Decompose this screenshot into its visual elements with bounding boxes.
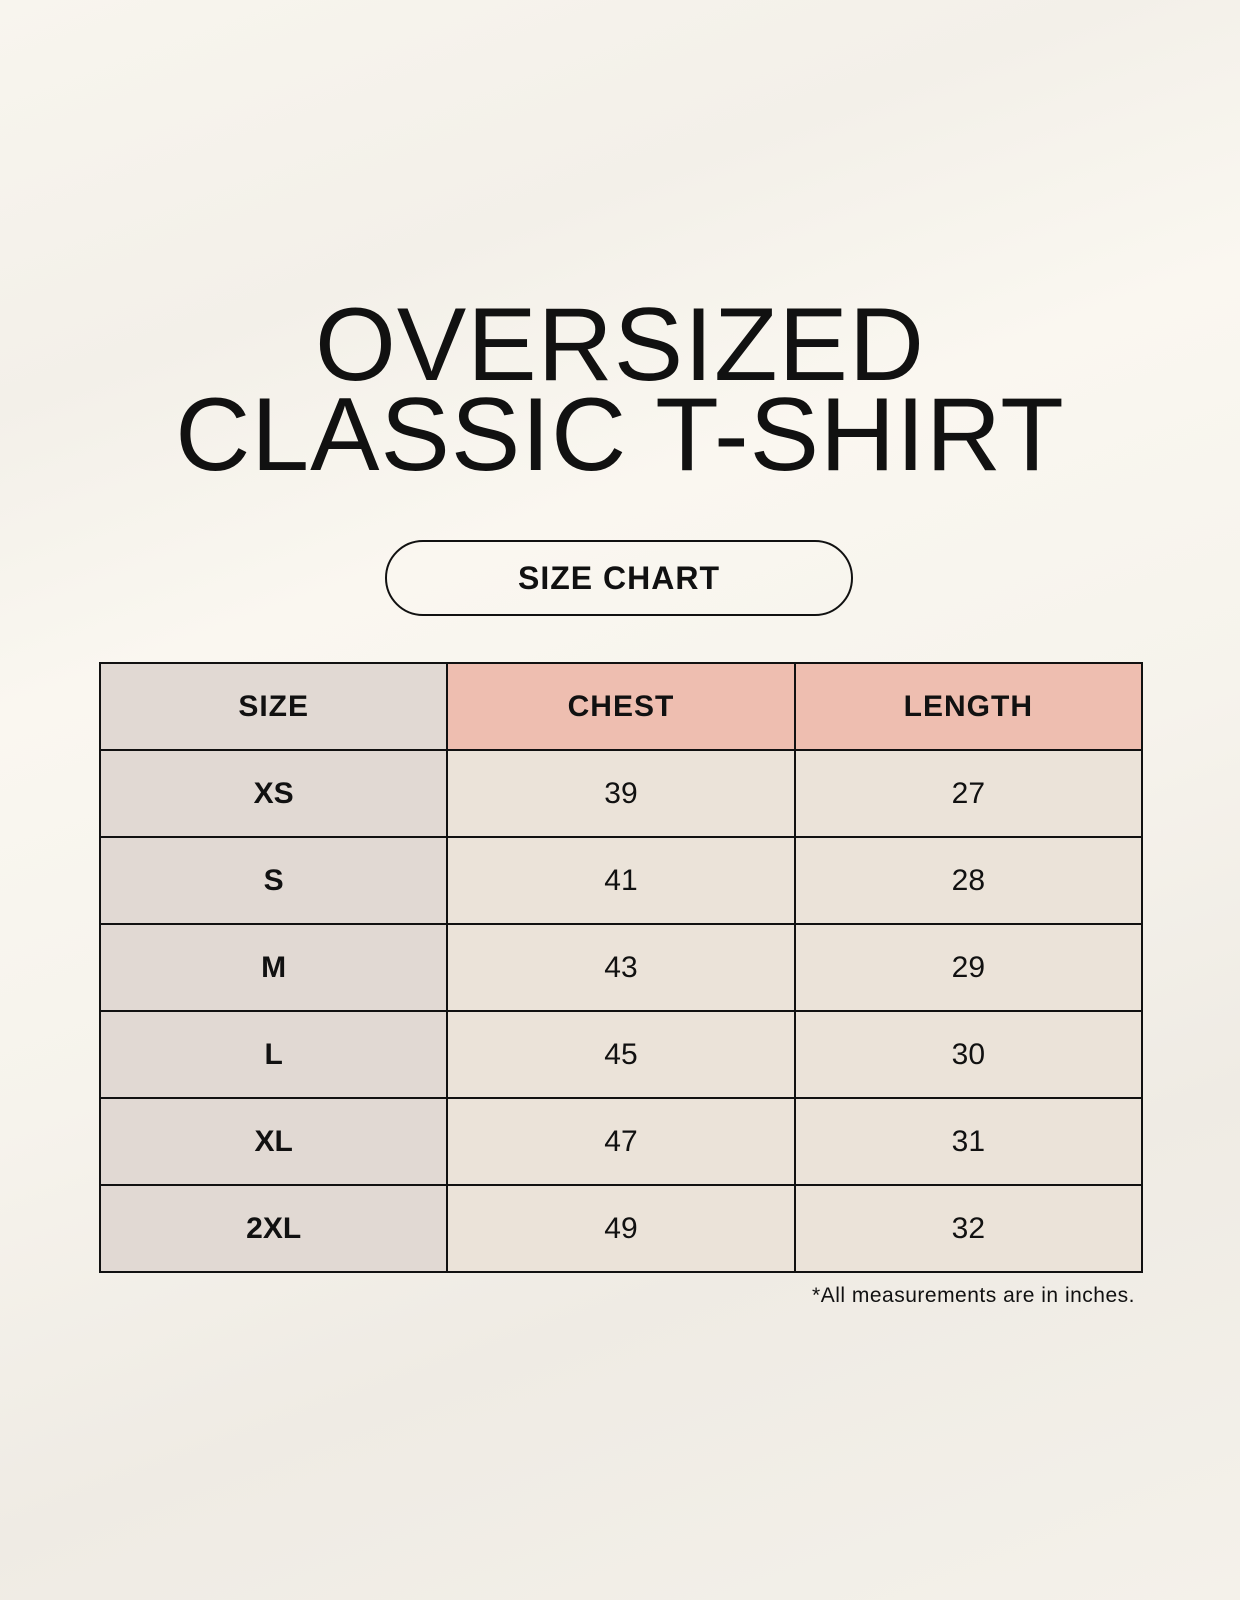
cell-length: 32	[793, 1184, 1144, 1273]
cell-length: 29	[793, 923, 1144, 1012]
cell-chest: 43	[446, 923, 796, 1012]
title-line-1: OVERSIZED	[315, 287, 925, 403]
footnote: *All measurements are in inches.	[812, 1284, 1135, 1307]
cell-chest: 41	[446, 836, 796, 925]
header-chest: CHEST	[446, 662, 796, 751]
cell-size: M	[98, 923, 449, 1012]
header-size: SIZE	[98, 662, 449, 751]
cell-size: S	[98, 836, 449, 925]
cell-length: 31	[793, 1097, 1144, 1186]
cell-size: XL	[98, 1097, 449, 1186]
cell-chest: 47	[446, 1097, 796, 1186]
title-line-2: CLASSIC T-SHIRT	[175, 377, 1065, 493]
table-row: L 45 30	[98, 1010, 1144, 1099]
cell-size: L	[98, 1010, 449, 1099]
table-row: 2XL 49 32	[98, 1184, 1144, 1273]
cell-chest: 49	[446, 1184, 796, 1273]
table-row: M 43 29	[98, 923, 1144, 1012]
page-title: OVERSIZED CLASSIC T-SHIRT	[0, 287, 1240, 493]
cell-size: 2XL	[98, 1184, 449, 1273]
size-table: SIZE CHEST LENGTH XS 39 27 S 41 28 M 43 29 L 45 30 X…	[98, 662, 1144, 1273]
table-row: S 41 28	[98, 836, 1144, 925]
size-chart-badge: SIZE CHART	[385, 540, 853, 616]
cell-length: 28	[793, 836, 1144, 925]
cell-chest: 39	[446, 749, 796, 838]
table-row: XS 39 27	[98, 749, 1144, 838]
cell-chest: 45	[446, 1010, 796, 1099]
header-length: LENGTH	[793, 662, 1144, 751]
cell-length: 27	[793, 749, 1144, 838]
table-header-row: SIZE CHEST LENGTH	[98, 662, 1144, 751]
cell-length: 30	[793, 1010, 1144, 1099]
table-row: XL 47 31	[98, 1097, 1144, 1186]
cell-size: XS	[98, 749, 449, 838]
